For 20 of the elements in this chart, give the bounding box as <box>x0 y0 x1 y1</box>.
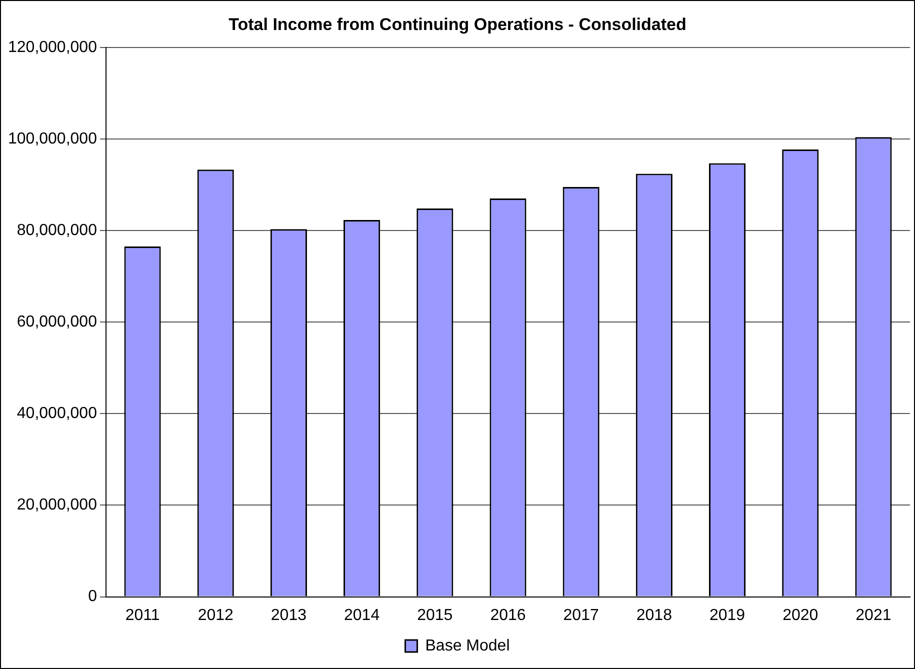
x-tick-label: 2014 <box>344 606 380 624</box>
y-tick-label: 60,000,000 <box>16 314 98 331</box>
x-tick-label: 2021 <box>856 606 892 624</box>
x-tick-label: 2017 <box>563 606 599 624</box>
x-tick-label: 2016 <box>490 606 526 624</box>
y-tick-label: 0 <box>88 588 98 606</box>
y-tick-label: 80,000,000 <box>16 222 98 239</box>
x-tick-label: 2013 <box>270 606 307 624</box>
chart-title: Total Income from Continuing Operations - Consolidated <box>228 14 686 34</box>
x-tick-label: 2018 <box>636 606 672 624</box>
x-tick-label: 2019 <box>709 606 746 624</box>
legend-label: Base Model <box>425 637 510 654</box>
x-tick-label: 2015 <box>417 606 453 624</box>
y-tick-label: 100,000,000 <box>8 130 98 148</box>
y-tick-label: 20,000,000 <box>16 496 98 514</box>
x-tick-label: 2020 <box>782 606 818 624</box>
x-tick-label: 2011 <box>125 606 160 624</box>
y-tick-label: 40,000,000 <box>16 405 98 422</box>
x-tick-label: 2012 <box>198 606 234 624</box>
y-tick-label: 120,000,000 <box>8 38 98 56</box>
